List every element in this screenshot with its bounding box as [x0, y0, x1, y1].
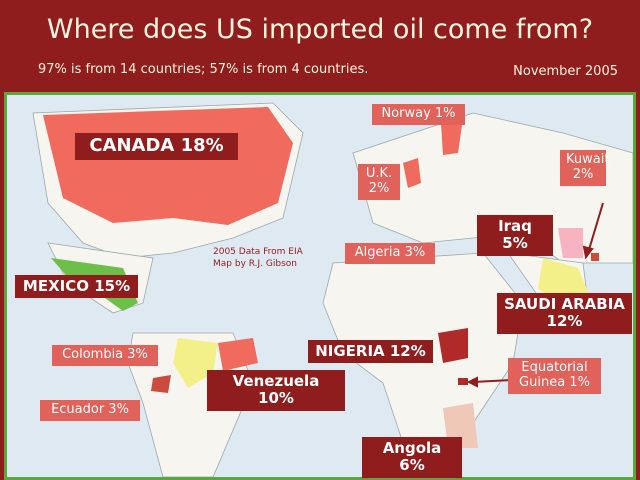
- label-line: MEXICO 15%: [22, 277, 131, 295]
- country-label: Ecuador 3%: [40, 400, 140, 421]
- country-label: Iraq 5%: [477, 215, 553, 256]
- country-label: Algeria 3%: [345, 243, 435, 264]
- country-label: Norway 1%: [372, 104, 465, 125]
- country-label: U.K. 2%: [358, 164, 400, 200]
- country-label: NIGERIA 12%: [308, 340, 433, 364]
- country-label: Kuwait 2%: [560, 150, 610, 186]
- label-line: 12%: [546, 312, 583, 331]
- label-line: Guinea 1%: [519, 374, 590, 390]
- country-label: Colombia 3%: [52, 345, 158, 366]
- map-note: 2005 Data From EIA Map by R.J. Gibson: [213, 247, 303, 270]
- label-line: Colombia 3%: [62, 347, 148, 362]
- label-line: SAUDI ARABIA: [504, 295, 625, 313]
- title: Where does US imported oil come from?: [46, 14, 594, 45]
- country-label: Angola 6%: [362, 437, 462, 478]
- date: November 2005: [513, 64, 618, 79]
- label-line: Norway 1%: [381, 106, 456, 121]
- label-line: 2%: [572, 166, 594, 182]
- label-line: Algeria 3%: [354, 245, 426, 260]
- label-line: Ecuador 3%: [51, 402, 129, 417]
- label-line: Equatorial: [521, 360, 588, 375]
- country-label: Venezuela 10%: [207, 370, 345, 411]
- note-line: Map by R.J. Gibson: [213, 258, 298, 269]
- label-line: Kuwait: [566, 152, 610, 167]
- label-line: Iraq 5%: [498, 217, 532, 253]
- country-label: SAUDI ARABIA 12%: [497, 293, 632, 334]
- subtitle: 97% is from 14 countries; 57% is from 4 …: [38, 62, 369, 77]
- label-line: U.K. 2%: [365, 166, 393, 196]
- country-label: CANADA 18%: [75, 133, 238, 160]
- country-label: Equatorial Guinea 1%: [508, 358, 601, 394]
- label-line: Angola 6%: [382, 439, 442, 475]
- label-line: CANADA 18%: [89, 135, 224, 156]
- note-line: 2005 Data From EIA: [213, 247, 303, 257]
- country-label: MEXICO 15%: [15, 275, 138, 299]
- label-line: Venezuela 10%: [232, 372, 320, 408]
- label-line: NIGERIA 12%: [315, 342, 426, 360]
